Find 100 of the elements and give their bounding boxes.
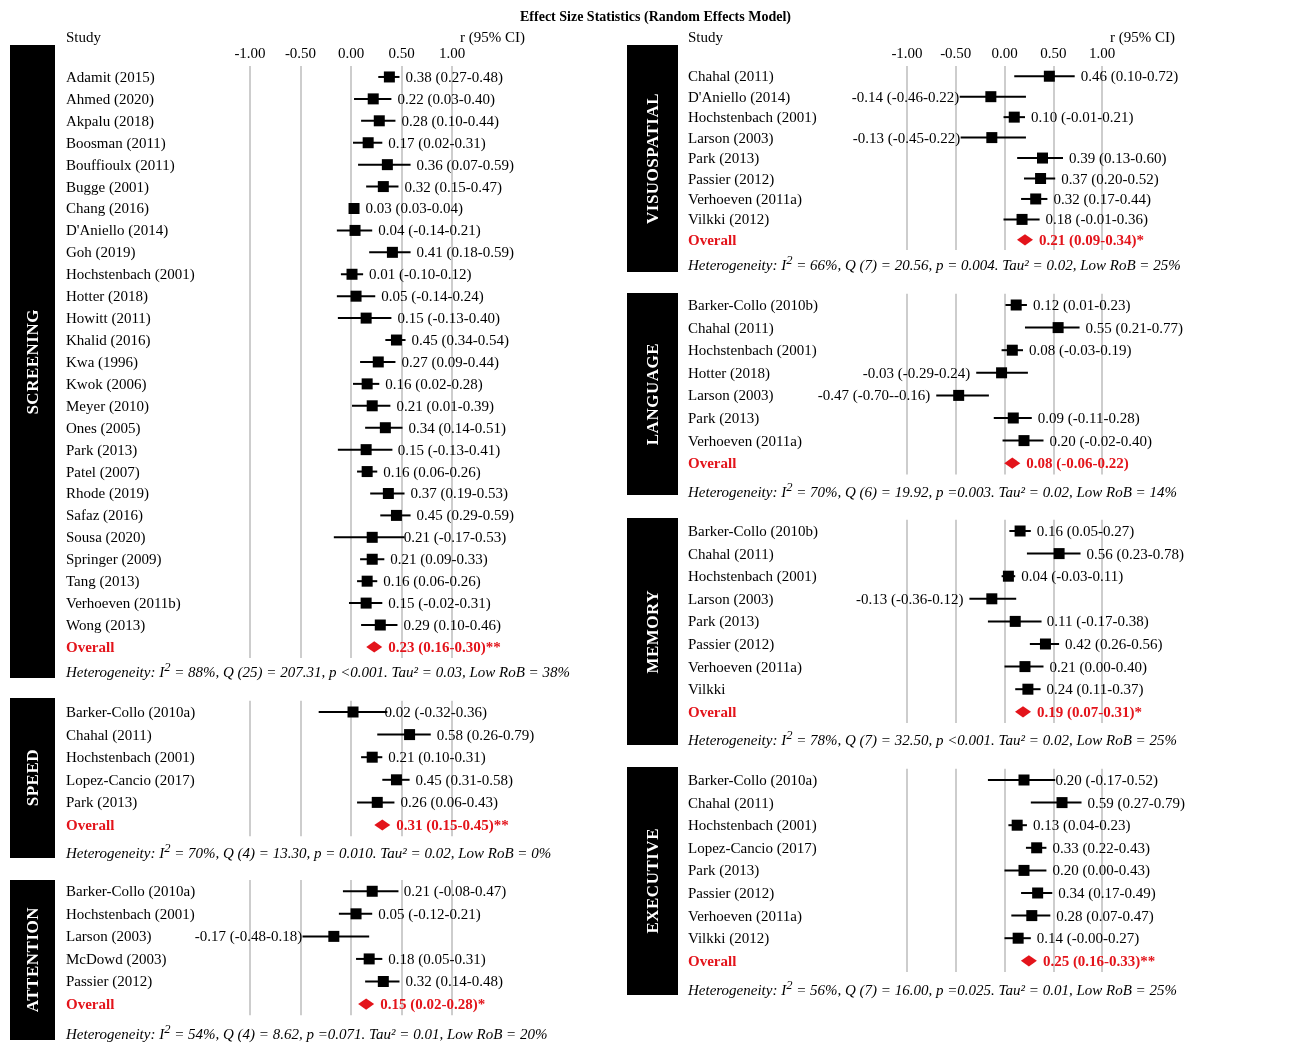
data-label: 0.08 (-0.06-0.22) <box>1026 455 1129 473</box>
y-tick-label: Overall <box>688 952 737 969</box>
point <box>350 290 362 302</box>
data-label: 0.21 (0.00-0.40) <box>1049 658 1147 676</box>
point <box>361 466 373 478</box>
text: Heterogeneity: I$^{2}$ = 66%, Q (7) = 20.56, p = 0.004. Tau² = 0.02, Low RoB = 25% <box>688 252 1181 274</box>
y-tick-label: Springer (2009) <box>66 551 162 569</box>
y-tick-label: Chahal (2011) <box>688 68 774 86</box>
data-label: 0.18 (0.05-0.31) <box>388 950 486 968</box>
y-tick-label: Boosman (2011) <box>66 134 166 152</box>
data-label: 0.36 (0.07-0.59) <box>416 156 515 174</box>
point <box>996 367 1008 379</box>
data-label: 0.34 (0.17-0.49) <box>1058 885 1156 902</box>
y-tick-label: Adamit (2015) <box>66 68 155 86</box>
y-tick-label: Hochstenbach (2001) <box>66 749 195 767</box>
data-label: 0.16 (0.02-0.28) <box>385 375 483 393</box>
data-label: 0.58 (0.26-0.79) <box>436 726 535 744</box>
point <box>360 312 372 324</box>
point <box>1007 412 1019 424</box>
point <box>362 137 374 149</box>
y-tick-label: Passier (2012) <box>66 973 153 991</box>
data-label: 0.10 (-0.01-0.21) <box>1030 109 1134 127</box>
data-label: 0.04 (-0.03-0.11) <box>1021 568 1124 586</box>
point <box>366 885 378 897</box>
data-label: 0.04 (-0.14-0.21) <box>378 222 481 240</box>
x-tick-label: 1.00 <box>438 44 466 61</box>
data-label: 0.29 (0.10-0.46) <box>403 617 501 635</box>
y-tick-label: Park (2013) <box>688 613 760 631</box>
point <box>372 356 384 368</box>
data-label: 0.21 (0.09-0.33) <box>390 551 488 569</box>
data-label: 0.17 (0.02-0.31) <box>388 134 486 152</box>
y-tick-label: Verhoeven (2011b) <box>66 595 181 613</box>
y-tick-label: Barker-Collo (2010a) <box>688 772 818 789</box>
y-tick-label: Verhoeven (2011a) <box>688 658 802 676</box>
y-tick-label: Larson (2003) <box>688 387 774 405</box>
data-label: 0.31 (0.15-0.45)** <box>396 817 509 834</box>
y-tick-label: Rhode (2019) <box>66 485 149 503</box>
point <box>1018 435 1030 447</box>
y-axis-title: VISUOSPATIAL <box>642 92 663 224</box>
point <box>1004 457 1021 469</box>
point <box>382 487 394 499</box>
data-label: 0.03 (0.03-0.04) <box>365 200 464 218</box>
data-label: -0.14 (-0.46-0.22) <box>851 88 960 106</box>
point <box>360 597 372 609</box>
y-tick-label: D'Aniello (2014) <box>66 222 169 240</box>
x-tick-label: 0.00 <box>991 44 1018 61</box>
data-label: 0.56 (0.23-0.78) <box>1086 545 1185 563</box>
point <box>404 729 416 741</box>
y-axis-title: SCREENING <box>22 308 43 415</box>
text: Heterogeneity: I$^{2}$ = 56%, Q (7) = 16.00, p =0.025. Tau² = 0.01, Low RoB = 25% <box>688 977 1177 999</box>
data-label: 0.05 (-0.12-0.21) <box>378 905 481 923</box>
y-tick-label: D'Aniello (2014) <box>688 88 791 106</box>
point <box>986 593 998 605</box>
point <box>1018 864 1030 876</box>
point <box>1016 234 1033 246</box>
point <box>366 400 378 412</box>
y-tick-label: Chang (2016) <box>66 200 149 218</box>
point <box>348 202 360 214</box>
point <box>1026 910 1038 922</box>
y-tick-label: Larson (2003) <box>688 129 774 147</box>
data-label: 0.09 (-0.11-0.28) <box>1037 410 1140 427</box>
text: r (95% CI) <box>1110 28 1175 46</box>
data-label: 0.19 (0.07-0.31)* <box>1037 703 1143 721</box>
y-tick-label: Chahal (2011) <box>66 726 152 744</box>
y-tick-label: Ahmed (2020) <box>66 90 154 108</box>
data-label: -0.03 (-0.29-0.24) <box>862 364 971 382</box>
point <box>1052 322 1064 334</box>
y-tick-label: Hochstenbach (2001) <box>66 905 195 923</box>
text: r (95% CI) <box>460 28 525 46</box>
data-label: 0.26 (0.06-0.43) <box>400 794 498 812</box>
text: Heterogeneity: I$^{2}$ = 78%, Q (7) = 32.50, p <0.001. Tau² = 0.02, Low RoB = 25% <box>688 727 1177 749</box>
text: Heterogeneity: I$^{2}$ = 70%, Q (6) = 19.92, p =0.003. Tau² = 0.02, Low RoB = 14% <box>688 479 1177 501</box>
data-label: 0.22 (0.03-0.40) <box>397 90 495 108</box>
point <box>386 246 398 258</box>
point <box>390 509 402 521</box>
point <box>347 706 359 718</box>
data-label: 0.15 (-0.13-0.41) <box>397 441 501 459</box>
data-label: 0.46 (0.10-0.72) <box>1080 68 1179 86</box>
y-tick-label: Park (2013) <box>66 441 138 459</box>
point <box>1022 683 1034 695</box>
y-tick-label: Verhoeven (2011a) <box>688 432 802 450</box>
y-tick-label: Hotter (2018) <box>688 364 771 382</box>
point <box>366 553 378 565</box>
point <box>346 268 358 280</box>
point <box>985 91 997 103</box>
data-label: -0.47 (-0.70--0.16) <box>817 387 931 405</box>
data-label: 0.41 (0.18-0.59) <box>416 244 515 262</box>
y-tick-label: Overall <box>688 455 737 472</box>
data-label: 0.11 (-0.17-0.38) <box>1046 613 1149 631</box>
y-axis-title: EXECUTIVE <box>642 828 663 934</box>
y-tick-label: Chahal (2011) <box>688 319 774 337</box>
point <box>367 93 379 105</box>
y-tick-label: Verhoeven (2011a) <box>688 907 802 925</box>
data-label: 0.45 (0.31-0.58) <box>415 771 514 789</box>
y-tick-label: Kwa (1996) <box>66 353 139 371</box>
point <box>1011 819 1023 831</box>
data-label: 0.39 (0.13-0.60) <box>1069 150 1167 168</box>
data-label: 0.45 (0.29-0.59) <box>416 507 515 525</box>
point <box>358 998 375 1010</box>
y-tick-label: Hochstenbach (2001) <box>688 342 817 360</box>
